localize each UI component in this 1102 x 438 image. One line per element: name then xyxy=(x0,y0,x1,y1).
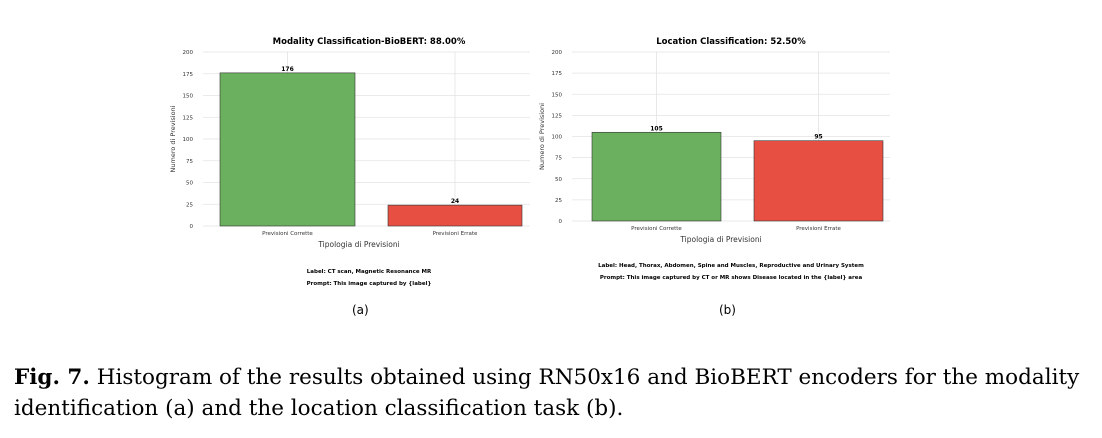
subfigure-label-a: (a) xyxy=(352,303,369,317)
y-axis-label: Numero di Previsioni xyxy=(538,103,546,170)
y-axis-label: Numero di Previsioni xyxy=(169,105,177,172)
chart-title: Modality Classification-BioBERT: 88.00% xyxy=(273,37,466,47)
y-tick-label: 125 xyxy=(552,113,563,119)
y-tick-label: 25 xyxy=(186,202,193,208)
bar xyxy=(753,140,884,222)
bar-value-label: 24 xyxy=(451,198,459,205)
caption-label: Fig. 7. xyxy=(14,365,90,390)
bar-value-label: 105 xyxy=(650,125,663,132)
x-tick-label: Previsioni Corrette xyxy=(631,226,682,232)
x-tick-label: Previsioni Errate xyxy=(433,231,478,237)
bar xyxy=(387,204,523,227)
x-tick-label: Previsioni Errate xyxy=(796,226,841,232)
chart-modality: Modality Classification-BioBERT: 88.00% 0… xyxy=(169,37,530,287)
chart-note: Label: CT scan, Magnetic Resonance MR xyxy=(307,269,432,275)
y-tick-label: 175 xyxy=(552,71,563,77)
bar-value-label: 95 xyxy=(814,134,822,141)
chart-note: Prompt: This image captured by CT or MR … xyxy=(600,275,863,281)
y-tick-label: 125 xyxy=(183,115,194,121)
figure-caption: Fig. 7. Histogram of the results obtaine… xyxy=(14,362,1094,424)
chart-note: Prompt: This image captured by {label} xyxy=(307,281,432,287)
y-tick-label: 0 xyxy=(190,224,194,230)
subfigure-label-b: (b) xyxy=(719,303,736,317)
y-tick-label: 100 xyxy=(183,137,194,143)
y-tick-label: 50 xyxy=(186,181,193,187)
y-tick-label: 150 xyxy=(183,94,194,100)
bar-value-label: 176 xyxy=(281,66,294,73)
y-tick-label: 200 xyxy=(183,50,194,56)
chart-title: Location Classification: 52.50% xyxy=(656,37,806,47)
x-axis-label: Tipologia di Previsioni xyxy=(679,235,761,244)
y-tick-label: 0 xyxy=(559,219,563,225)
y-tick-label: 50 xyxy=(555,177,562,183)
y-tick-label: 175 xyxy=(183,72,194,78)
y-tick-label: 75 xyxy=(555,156,562,162)
y-tick-label: 100 xyxy=(552,135,563,141)
bar xyxy=(591,131,722,222)
y-tick-label: 200 xyxy=(552,50,563,56)
bar xyxy=(219,72,356,227)
x-axis-label: Tipologia di Previsioni xyxy=(317,240,399,249)
chart-location: Location Classification: 52.50% 0 25 50 75 10… xyxy=(538,37,890,281)
caption-text: Histogram of the results obtained using … xyxy=(14,365,1080,421)
chart-note: Label: Head, Thorax, Abdomen, Spine and … xyxy=(598,263,864,269)
x-tick-label: Previsioni Corrette xyxy=(262,231,313,237)
y-tick-label: 150 xyxy=(552,92,563,98)
y-tick-label: 25 xyxy=(555,198,562,204)
y-tick-label: 75 xyxy=(186,159,193,165)
